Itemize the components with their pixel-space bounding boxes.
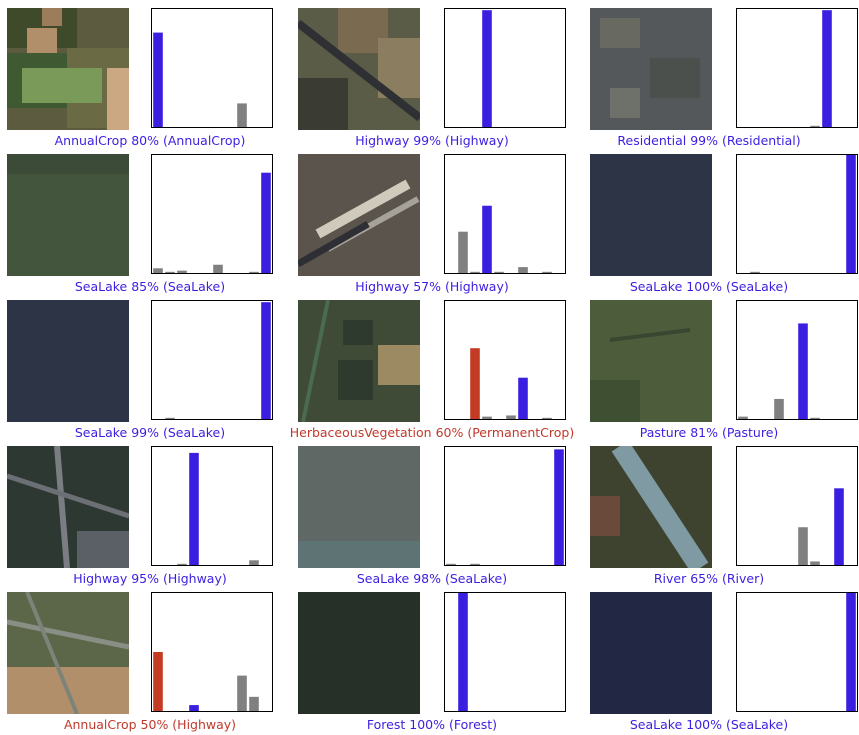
probability-bar bbox=[446, 563, 456, 565]
probability-bar bbox=[153, 652, 163, 711]
probability-bar-chart bbox=[736, 154, 858, 274]
probability-bar bbox=[165, 271, 175, 273]
probability-bar bbox=[482, 205, 492, 273]
prediction-caption: SeaLake 85% (SeaLake) bbox=[74, 279, 226, 294]
satellite-image bbox=[590, 8, 712, 130]
satellite-image bbox=[7, 8, 129, 130]
probability-bar-chart bbox=[444, 8, 566, 128]
prediction-caption: Highway 95% (Highway) bbox=[73, 571, 227, 586]
satellite-image bbox=[298, 8, 420, 130]
probability-bar bbox=[846, 593, 856, 711]
probability-bar-chart bbox=[151, 300, 273, 420]
probability-bar bbox=[834, 488, 844, 565]
probability-bar bbox=[165, 417, 175, 419]
satellite-image bbox=[7, 592, 129, 714]
satellite-image bbox=[298, 154, 420, 276]
prediction-caption: SeaLake 100% (SeaLake) bbox=[629, 279, 789, 294]
satellite-image bbox=[590, 300, 712, 422]
probability-bar-chart bbox=[736, 592, 858, 712]
probability-bar bbox=[153, 32, 163, 127]
prediction-caption: AnnualCrop 50% (Highway) bbox=[63, 717, 237, 732]
probability-bar bbox=[470, 348, 480, 419]
probability-bar bbox=[237, 103, 247, 127]
prediction-caption: SeaLake 98% (SeaLake) bbox=[356, 571, 508, 586]
probability-bar bbox=[542, 417, 552, 419]
probability-bar bbox=[261, 172, 271, 273]
probability-bar-chart bbox=[151, 154, 273, 274]
satellite-image bbox=[7, 154, 129, 276]
satellite-image bbox=[590, 446, 712, 568]
probability-bar bbox=[822, 10, 832, 127]
satellite-image bbox=[298, 300, 420, 422]
satellite-image bbox=[298, 592, 420, 714]
probability-bar bbox=[189, 705, 199, 711]
probability-bar bbox=[482, 416, 492, 419]
probability-bar bbox=[153, 268, 163, 273]
probability-bar bbox=[249, 696, 259, 711]
prediction-caption: Highway 57% (Highway) bbox=[355, 279, 509, 294]
probability-bar bbox=[249, 560, 259, 565]
probability-bar bbox=[470, 271, 480, 273]
prediction-caption: SeaLake 100% (SeaLake) bbox=[629, 717, 789, 732]
probability-bar-chart bbox=[444, 300, 566, 420]
probability-bar bbox=[810, 561, 820, 565]
probability-bar bbox=[810, 417, 820, 419]
satellite-image bbox=[7, 300, 129, 422]
probability-bar-chart bbox=[151, 592, 273, 712]
probability-bar bbox=[494, 271, 504, 273]
prediction-caption: AnnualCrop 80% (AnnualCrop) bbox=[54, 133, 246, 148]
prediction-caption: Residential 99% (Residential) bbox=[617, 133, 801, 148]
prediction-caption: Forest 100% (Forest) bbox=[366, 717, 498, 732]
probability-bar bbox=[458, 231, 468, 273]
satellite-image bbox=[590, 154, 712, 276]
prediction-caption: River 65% (River) bbox=[653, 571, 765, 586]
prediction-caption: Pasture 81% (Pasture) bbox=[639, 425, 779, 440]
probability-bar bbox=[261, 302, 271, 419]
probability-bar bbox=[458, 593, 468, 711]
probability-bar bbox=[177, 270, 187, 273]
satellite-image bbox=[298, 446, 420, 568]
prediction-caption: Highway 99% (Highway) bbox=[355, 133, 509, 148]
probability-bar-chart bbox=[736, 8, 858, 128]
probability-bar bbox=[237, 675, 247, 711]
probability-bar bbox=[482, 10, 492, 127]
satellite-image bbox=[590, 592, 712, 714]
probability-bar-chart bbox=[151, 446, 273, 566]
probability-bar bbox=[774, 398, 784, 419]
probability-bar bbox=[506, 415, 516, 419]
probability-bar bbox=[750, 271, 760, 273]
probability-bar bbox=[213, 264, 223, 273]
satellite-image bbox=[7, 446, 129, 568]
probability-bar bbox=[518, 267, 528, 273]
prediction-caption: HerbaceousVegetation 60% (PermanentCrop) bbox=[289, 425, 575, 440]
probability-bar-chart bbox=[444, 446, 566, 566]
probability-bar bbox=[810, 125, 820, 127]
probability-bar bbox=[249, 271, 259, 273]
probability-bar-chart bbox=[736, 446, 858, 566]
probability-bar-chart bbox=[151, 8, 273, 128]
probability-bar-chart bbox=[444, 154, 566, 274]
probability-bar bbox=[846, 155, 856, 273]
probability-bar bbox=[518, 377, 528, 419]
probability-bar bbox=[470, 563, 480, 565]
probability-bar bbox=[189, 452, 199, 565]
probability-bar bbox=[177, 563, 187, 565]
probability-bar bbox=[554, 449, 564, 565]
probability-bar bbox=[798, 323, 808, 419]
probability-bar-chart bbox=[736, 300, 858, 420]
prediction-caption: SeaLake 99% (SeaLake) bbox=[74, 425, 226, 440]
probability-bar-chart bbox=[444, 592, 566, 712]
probability-bar bbox=[798, 527, 808, 565]
probability-bar bbox=[738, 416, 748, 419]
probability-bar bbox=[542, 271, 552, 273]
